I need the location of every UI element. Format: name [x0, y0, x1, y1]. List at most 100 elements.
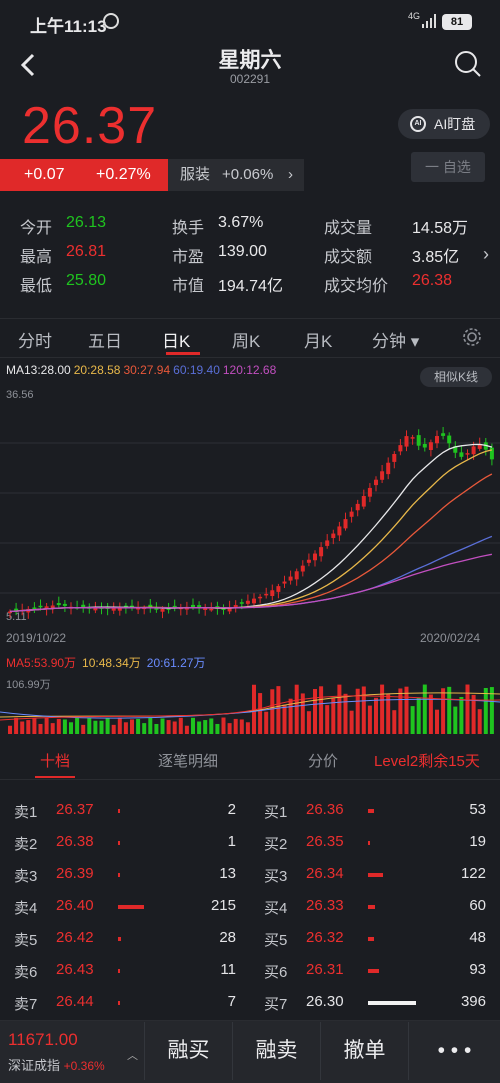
- volume-bar: [477, 709, 482, 734]
- volume-bar: [404, 686, 409, 734]
- volume-bar: [166, 720, 171, 734]
- asks-label: 卖3: [14, 868, 38, 885]
- more-button[interactable]: • • •: [408, 1022, 500, 1080]
- margin-buy-button[interactable]: 融买: [144, 1022, 232, 1080]
- candle-body: [319, 547, 324, 557]
- industry-link[interactable]: 服装 +0.06% ›: [168, 159, 304, 191]
- bids-label: 买3: [264, 868, 288, 885]
- tab-0[interactable]: 分时: [18, 332, 52, 351]
- volume-bar: [325, 705, 330, 734]
- volume-bar: [276, 686, 281, 734]
- add-watchlist-button[interactable]: 一 自选: [411, 152, 485, 182]
- index-value[interactable]: 11671.00: [8, 1030, 78, 1049]
- ai-watch-button[interactable]: AI AI盯盘: [398, 109, 490, 139]
- volume-bar: [93, 720, 98, 734]
- chart-tabs: 分时 五日 日K 周K 月K 分钟 ▾: [0, 318, 500, 358]
- volume-bar: [20, 721, 25, 734]
- asks-row: 卖3 26.39 13: [0, 865, 250, 897]
- volume-ma20-line: [0, 698, 500, 719]
- volume-bar: [117, 717, 122, 734]
- index-name[interactable]: 深证成指 +0.36%: [8, 1055, 105, 1074]
- candle-body: [203, 608, 208, 611]
- candle-body: [148, 604, 153, 609]
- ma-legend: MA13:28.00 20:28.58 30:27.94 60:19.40 120:12…: [6, 363, 279, 377]
- volume-bar: [435, 709, 439, 734]
- candle-body: [221, 608, 226, 610]
- volume-bar: [489, 687, 494, 734]
- asks-volume-bar: [118, 969, 120, 973]
- candle-body: [477, 444, 482, 449]
- orderbook-tab-0[interactable]: 十档: [40, 753, 71, 770]
- cancel-order-button[interactable]: 撤单: [320, 1022, 408, 1080]
- volume-bar: [331, 698, 336, 734]
- volume-bar: [459, 697, 464, 734]
- candle-body: [233, 605, 238, 608]
- volume-bar: [69, 722, 73, 734]
- candle-body: [435, 436, 439, 444]
- margin-sell-button[interactable]: 融卖: [232, 1022, 320, 1080]
- stock-code: 002291: [229, 72, 271, 86]
- tab-5[interactable]: 分钟 ▾: [372, 332, 420, 351]
- back-arrow-icon[interactable]: [16, 52, 42, 78]
- volume-chart[interactable]: [0, 672, 500, 734]
- volume-ma10-line: [0, 692, 500, 718]
- tab-4[interactable]: 月K: [304, 332, 333, 351]
- price-change-pct: +0.27%: [96, 166, 151, 183]
- bottom-toolbar: [0, 1020, 500, 1083]
- asks-volume-bar: [118, 873, 120, 877]
- stat-value: 14.58万: [412, 220, 469, 237]
- bids-volume-bar: [368, 969, 380, 973]
- bids-label: 买5: [264, 932, 288, 949]
- asks-row: 卖7 26.44 7: [0, 993, 250, 1025]
- orderbook-tab-3[interactable]: Level2剩余15天: [374, 753, 480, 770]
- candle-body: [489, 447, 494, 460]
- stat-value: 139.00: [218, 243, 267, 260]
- ma-legend-item: 30:27.94: [123, 363, 171, 377]
- asks-label: 卖7: [14, 996, 38, 1013]
- bids-row: 买6 26.31 93: [250, 961, 500, 993]
- bids-volume: 122: [460, 865, 486, 882]
- volume-bar: [56, 718, 61, 734]
- stat-label: 成交均价: [324, 278, 389, 295]
- search-icon[interactable]: [454, 50, 482, 78]
- volume-bar: [38, 723, 43, 734]
- bids-row: 买7 26.30 396: [250, 993, 500, 1025]
- candle-body: [172, 605, 177, 608]
- tab-3[interactable]: 周K: [232, 332, 261, 351]
- candle-body: [331, 533, 336, 539]
- active-tab-indicator: [166, 352, 200, 355]
- stat-value: 26.38: [412, 272, 453, 289]
- similar-kline-button[interactable]: 相似K线: [420, 367, 492, 387]
- asks-volume-bar: [118, 1001, 120, 1005]
- price-change-badge: +0.07 +0.27%: [0, 159, 168, 191]
- volume-bar: [8, 725, 12, 734]
- stat-value: 26.13: [66, 214, 107, 231]
- bids-label: 买4: [264, 900, 288, 917]
- candle-body: [441, 433, 446, 436]
- candle-body: [325, 540, 330, 546]
- orderbook-tab-1[interactable]: 逐笔明细: [158, 753, 219, 770]
- chevron-up-icon[interactable]: ︿: [127, 1050, 138, 1062]
- asks-row: 卖6 26.43 11: [0, 961, 250, 993]
- chevron-right-icon[interactable]: ›: [483, 244, 489, 264]
- tab-1[interactable]: 五日: [88, 332, 122, 351]
- gear-icon[interactable]: [462, 327, 482, 347]
- volume-ma-legend-item: MA5:53.90万: [6, 656, 77, 670]
- volume-bar: [343, 693, 348, 734]
- bids-label: 买2: [264, 836, 288, 853]
- bids-price: 26.33: [306, 897, 344, 914]
- tab-2[interactable]: 日K: [162, 332, 191, 351]
- bids-volume-bar: [368, 841, 371, 845]
- asks-volume: 1: [227, 833, 236, 850]
- candle-body: [111, 608, 116, 611]
- kline-chart[interactable]: 36.56 5.11: [0, 380, 500, 630]
- asks-price: 26.37: [56, 801, 94, 818]
- asks-volume: 215: [210, 897, 236, 914]
- candle-body: [337, 526, 342, 536]
- volume-bar: [191, 717, 195, 734]
- orderbook-tab-2[interactable]: 分价: [308, 753, 339, 770]
- volume-bar: [62, 719, 67, 734]
- volume-bar: [14, 717, 19, 734]
- kline-max-label: 36.56: [6, 389, 34, 401]
- candle-body: [410, 437, 415, 439]
